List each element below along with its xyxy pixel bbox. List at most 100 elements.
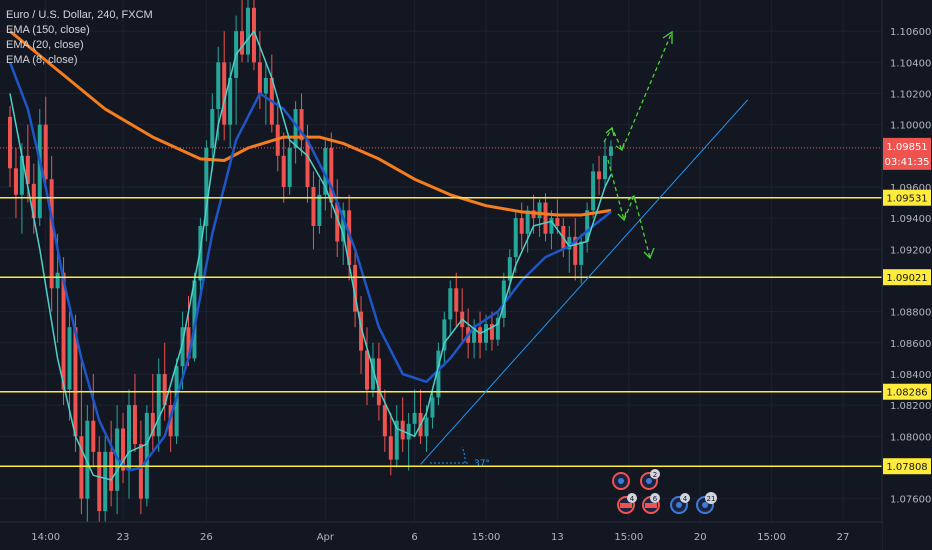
- candle-body: [156, 373, 161, 437]
- arrow-mid-head-3: [617, 211, 627, 222]
- candle-body: [240, 31, 245, 55]
- event-icon-1[interactable]: [612, 472, 630, 490]
- time-tick-label: 14:00: [31, 532, 60, 543]
- ema8-legend[interactable]: EMA (8, close): [6, 54, 78, 66]
- candle-body: [299, 109, 304, 141]
- price-tick-label: 1.08400: [890, 370, 931, 381]
- price-tick-labels: 1.10600 1.10400 1.10200 1.10000 1.09600 1.094…: [890, 27, 931, 505]
- candle-body: [454, 288, 459, 312]
- candle-body: [192, 280, 197, 359]
- candle-body: [132, 405, 137, 445]
- candle-body: [537, 202, 542, 219]
- time-tick-label: 6: [411, 532, 417, 543]
- level-badge-text: 1.09531: [886, 194, 927, 205]
- chart-legend[interactable]: Euro / U.S. Dollar, 240, FXCM EMA (150, …: [6, 8, 153, 68]
- event-icon-3[interactable]: 4: [617, 493, 637, 514]
- candle-body: [442, 319, 447, 351]
- candle-body: [222, 62, 227, 125]
- candle-body: [519, 218, 524, 234]
- time-tick-label: 27: [837, 532, 850, 543]
- candle-body: [394, 420, 399, 460]
- svg-text:4: 4: [630, 495, 635, 503]
- arrow-down-path[interactable]: [607, 159, 651, 259]
- candle-body: [484, 324, 488, 343]
- symbol-title[interactable]: Euro / U.S. Dollar, 240, FXCM: [6, 9, 153, 21]
- candle-body: [109, 451, 114, 491]
- candle-body: [150, 412, 155, 437]
- price-tick-label: 1.08800: [890, 308, 931, 319]
- candle-body: [448, 288, 453, 320]
- candle-body: [246, 7, 250, 55]
- price-tick-label: 1.08000: [890, 432, 931, 443]
- trendline[interactable]: [420, 99, 749, 465]
- price-tick-label: 1.10400: [890, 58, 931, 69]
- grid: [0, 0, 882, 522]
- level-badge: [883, 269, 931, 286]
- price-tick-label: 1.08600: [890, 339, 931, 350]
- candle-body: [287, 148, 292, 187]
- candle-body: [608, 146, 613, 156]
- candle-body: [228, 77, 233, 125]
- horizontal-levels[interactable]: [0, 196, 882, 467]
- candle-body: [347, 210, 352, 265]
- level-badge: [883, 458, 931, 475]
- event-icon-6[interactable]: 21: [696, 492, 717, 514]
- candle-body: [573, 236, 578, 265]
- candle-body: [388, 436, 393, 460]
- time-tick-label: 13: [551, 532, 564, 543]
- price-tick-label: 1.10600: [890, 27, 931, 38]
- candle-body: [97, 451, 102, 512]
- candle-body: [31, 183, 36, 219]
- candle-body: [121, 428, 126, 471]
- candle-body: [549, 218, 554, 234]
- event-icon-5[interactable]: 4: [670, 493, 690, 514]
- ema150-line[interactable]: [9, 30, 612, 217]
- candle-body: [305, 140, 310, 187]
- time-axis[interactable]: 14:00 23 26 Apr 6 15:00 13 15:00 20 15:00 27: [0, 521, 882, 550]
- ema150-legend[interactable]: EMA (150, close): [6, 24, 90, 36]
- event-icon-2[interactable]: 2: [640, 469, 660, 490]
- candle-body: [127, 405, 131, 471]
- level-badge-text: 1.07808: [886, 462, 927, 473]
- candle-body: [585, 210, 590, 242]
- candle-body: [495, 317, 500, 340]
- candle-body: [406, 423, 411, 440]
- candle-body: [55, 272, 60, 289]
- svg-text:21: 21: [707, 495, 716, 503]
- drawings[interactable]: 37°: [420, 30, 749, 469]
- candle-body: [579, 241, 584, 265]
- time-tick-labels: 14:00 23 26 Apr 6 15:00 13 15:00 20 15:00 27: [31, 532, 849, 543]
- candle-body: [186, 327, 191, 359]
- candle-body: [412, 412, 417, 424]
- level-badge: [883, 383, 931, 400]
- price-tick-label: 1.08200: [890, 401, 931, 412]
- candle-body: [79, 436, 84, 499]
- price-tick-label: 1.07600: [890, 495, 931, 506]
- time-tick-label: 26: [200, 532, 213, 543]
- ema20-line[interactable]: [8, 61, 612, 472]
- event-icons[interactable]: 2 4 6 4 21: [612, 469, 717, 514]
- candle-body: [400, 420, 405, 440]
- candle-body: [144, 412, 149, 499]
- candle-body: [210, 109, 215, 149]
- time-tick-label: 15:00: [757, 532, 786, 543]
- candle-body: [430, 397, 435, 418]
- candle-body: [103, 451, 108, 512]
- time-tick-label: 15:00: [472, 532, 501, 543]
- candle-body: [138, 444, 143, 499]
- candle-body: [329, 148, 334, 203]
- arrow-up-path[interactable]: [603, 31, 673, 152]
- last-price-text: 1.09851: [886, 142, 927, 153]
- candle-body: [472, 327, 477, 343]
- candle-body: [281, 155, 286, 187]
- ema20-legend[interactable]: EMA (20, close): [6, 39, 84, 51]
- candle-body: [507, 257, 512, 281]
- projection-arrows[interactable]: [603, 30, 673, 260]
- ema8-line[interactable]: [9, 30, 612, 481]
- candle-body: [85, 420, 90, 499]
- angle-arc: [461, 446, 466, 464]
- event-icon-4[interactable]: 6: [642, 493, 660, 514]
- price-tick-label: 1.09200: [890, 245, 931, 256]
- price-axis[interactable]: 1.10600 1.10400 1.10200 1.10000 1.09600 1.094…: [881, 0, 932, 550]
